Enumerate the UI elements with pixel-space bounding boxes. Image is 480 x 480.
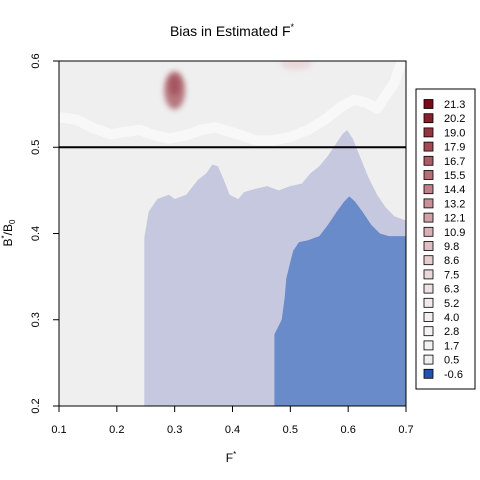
legend-label: 13.2 [444, 198, 465, 210]
chart-title-superscript: * [291, 22, 295, 32]
legend-swatch [423, 312, 434, 322]
legend-swatch [423, 326, 434, 337]
x-axis-label-superscript: * [233, 450, 236, 459]
y-axis-label-subscript: 0 [8, 219, 17, 224]
x-axis-label: F* [226, 450, 236, 465]
legend-swatch [423, 255, 434, 266]
legend-label: 19.0 [444, 127, 465, 139]
y-tick-label: 0.2 [30, 398, 42, 413]
bias-hotspot-1 [168, 74, 181, 96]
legend-swatch [423, 184, 434, 195]
legend-label: 10.9 [444, 227, 465, 239]
y-tick-label: 0.5 [30, 140, 42, 155]
legend-label: 16.7 [444, 156, 465, 168]
legend-label: 17.9 [444, 142, 465, 154]
y-axis-label-tail: /B [1, 224, 15, 235]
legend-label: 2.8 [444, 326, 459, 338]
x-axis: 0.1 0.2 0.3 0.4 0.5 0.6 0.7 [51, 405, 414, 436]
legend-label: 4.0 [444, 312, 459, 324]
legend-swatch [423, 283, 434, 294]
region-white-band [59, 61, 406, 146]
legend-label: 12.1 [444, 213, 465, 225]
y-tick-label: 0.3 [30, 312, 42, 327]
chart-title: Bias in Estimated F* [170, 22, 295, 39]
x-tick-label: 0.5 [283, 424, 298, 436]
legend-swatch [423, 354, 434, 365]
x-tick-label: 0.6 [341, 424, 356, 436]
legend-label: 0.5 [444, 355, 459, 367]
legend-swatch [423, 127, 434, 138]
x-tick-label: 0.3 [167, 424, 182, 436]
legend-label: 9.8 [444, 241, 459, 253]
legend-label: 1.7 [444, 340, 459, 352]
x-tick-label: 0.7 [398, 424, 413, 436]
legend-label: 7.5 [444, 269, 459, 281]
legend-swatch [423, 212, 434, 223]
legend-swatch [423, 241, 434, 251]
legend-label: 14.4 [444, 184, 465, 196]
region-blue-negative [274, 196, 406, 406]
legend-label: 8.6 [444, 255, 459, 267]
y-axis-label-superscript: * [0, 235, 9, 238]
legend-label: 20.2 [444, 113, 465, 125]
legend-label: 15.5 [444, 170, 465, 182]
legend-box [415, 88, 476, 390]
legend-swatch [423, 226, 434, 237]
legend-label: -0.6 [444, 369, 463, 381]
y-axis-label: B*/B0 [0, 219, 17, 246]
legend-swatch [423, 170, 434, 180]
legend: 21.3 20.2 19.0 17.9 16.7 15.5 14.4 13.2 12.1 10.9… [415, 88, 476, 390]
x-tick-label: 0.1 [51, 424, 66, 436]
x-axis-label-text: F [226, 451, 233, 465]
legend-swatch [423, 99, 434, 109]
legend-label: 21.3 [444, 99, 465, 111]
legend-swatch [423, 155, 434, 166]
legend-swatch [423, 340, 434, 351]
legend-swatch [423, 113, 434, 124]
legend-swatch [423, 368, 434, 379]
y-tick-label: 0.4 [30, 226, 42, 241]
legend-swatch [423, 297, 434, 308]
legend-label: 5.2 [444, 298, 459, 310]
y-axis-label-text: B [1, 238, 15, 246]
legend-swatch [423, 141, 434, 152]
chart-title-text: Bias in Estimated F [170, 23, 291, 39]
x-tick-label: 0.2 [109, 424, 124, 436]
legend-swatch [423, 198, 434, 209]
legend-swatch [423, 269, 434, 280]
heatmap-plot-area [59, 61, 406, 406]
bias-hotspot-2 [279, 61, 313, 70]
legend-label: 6.3 [444, 284, 459, 296]
x-tick-label: 0.4 [225, 424, 240, 436]
y-tick-label: 0.6 [30, 53, 42, 68]
y-axis: 0.2 0.3 0.4 0.5 0.6 [30, 53, 60, 414]
